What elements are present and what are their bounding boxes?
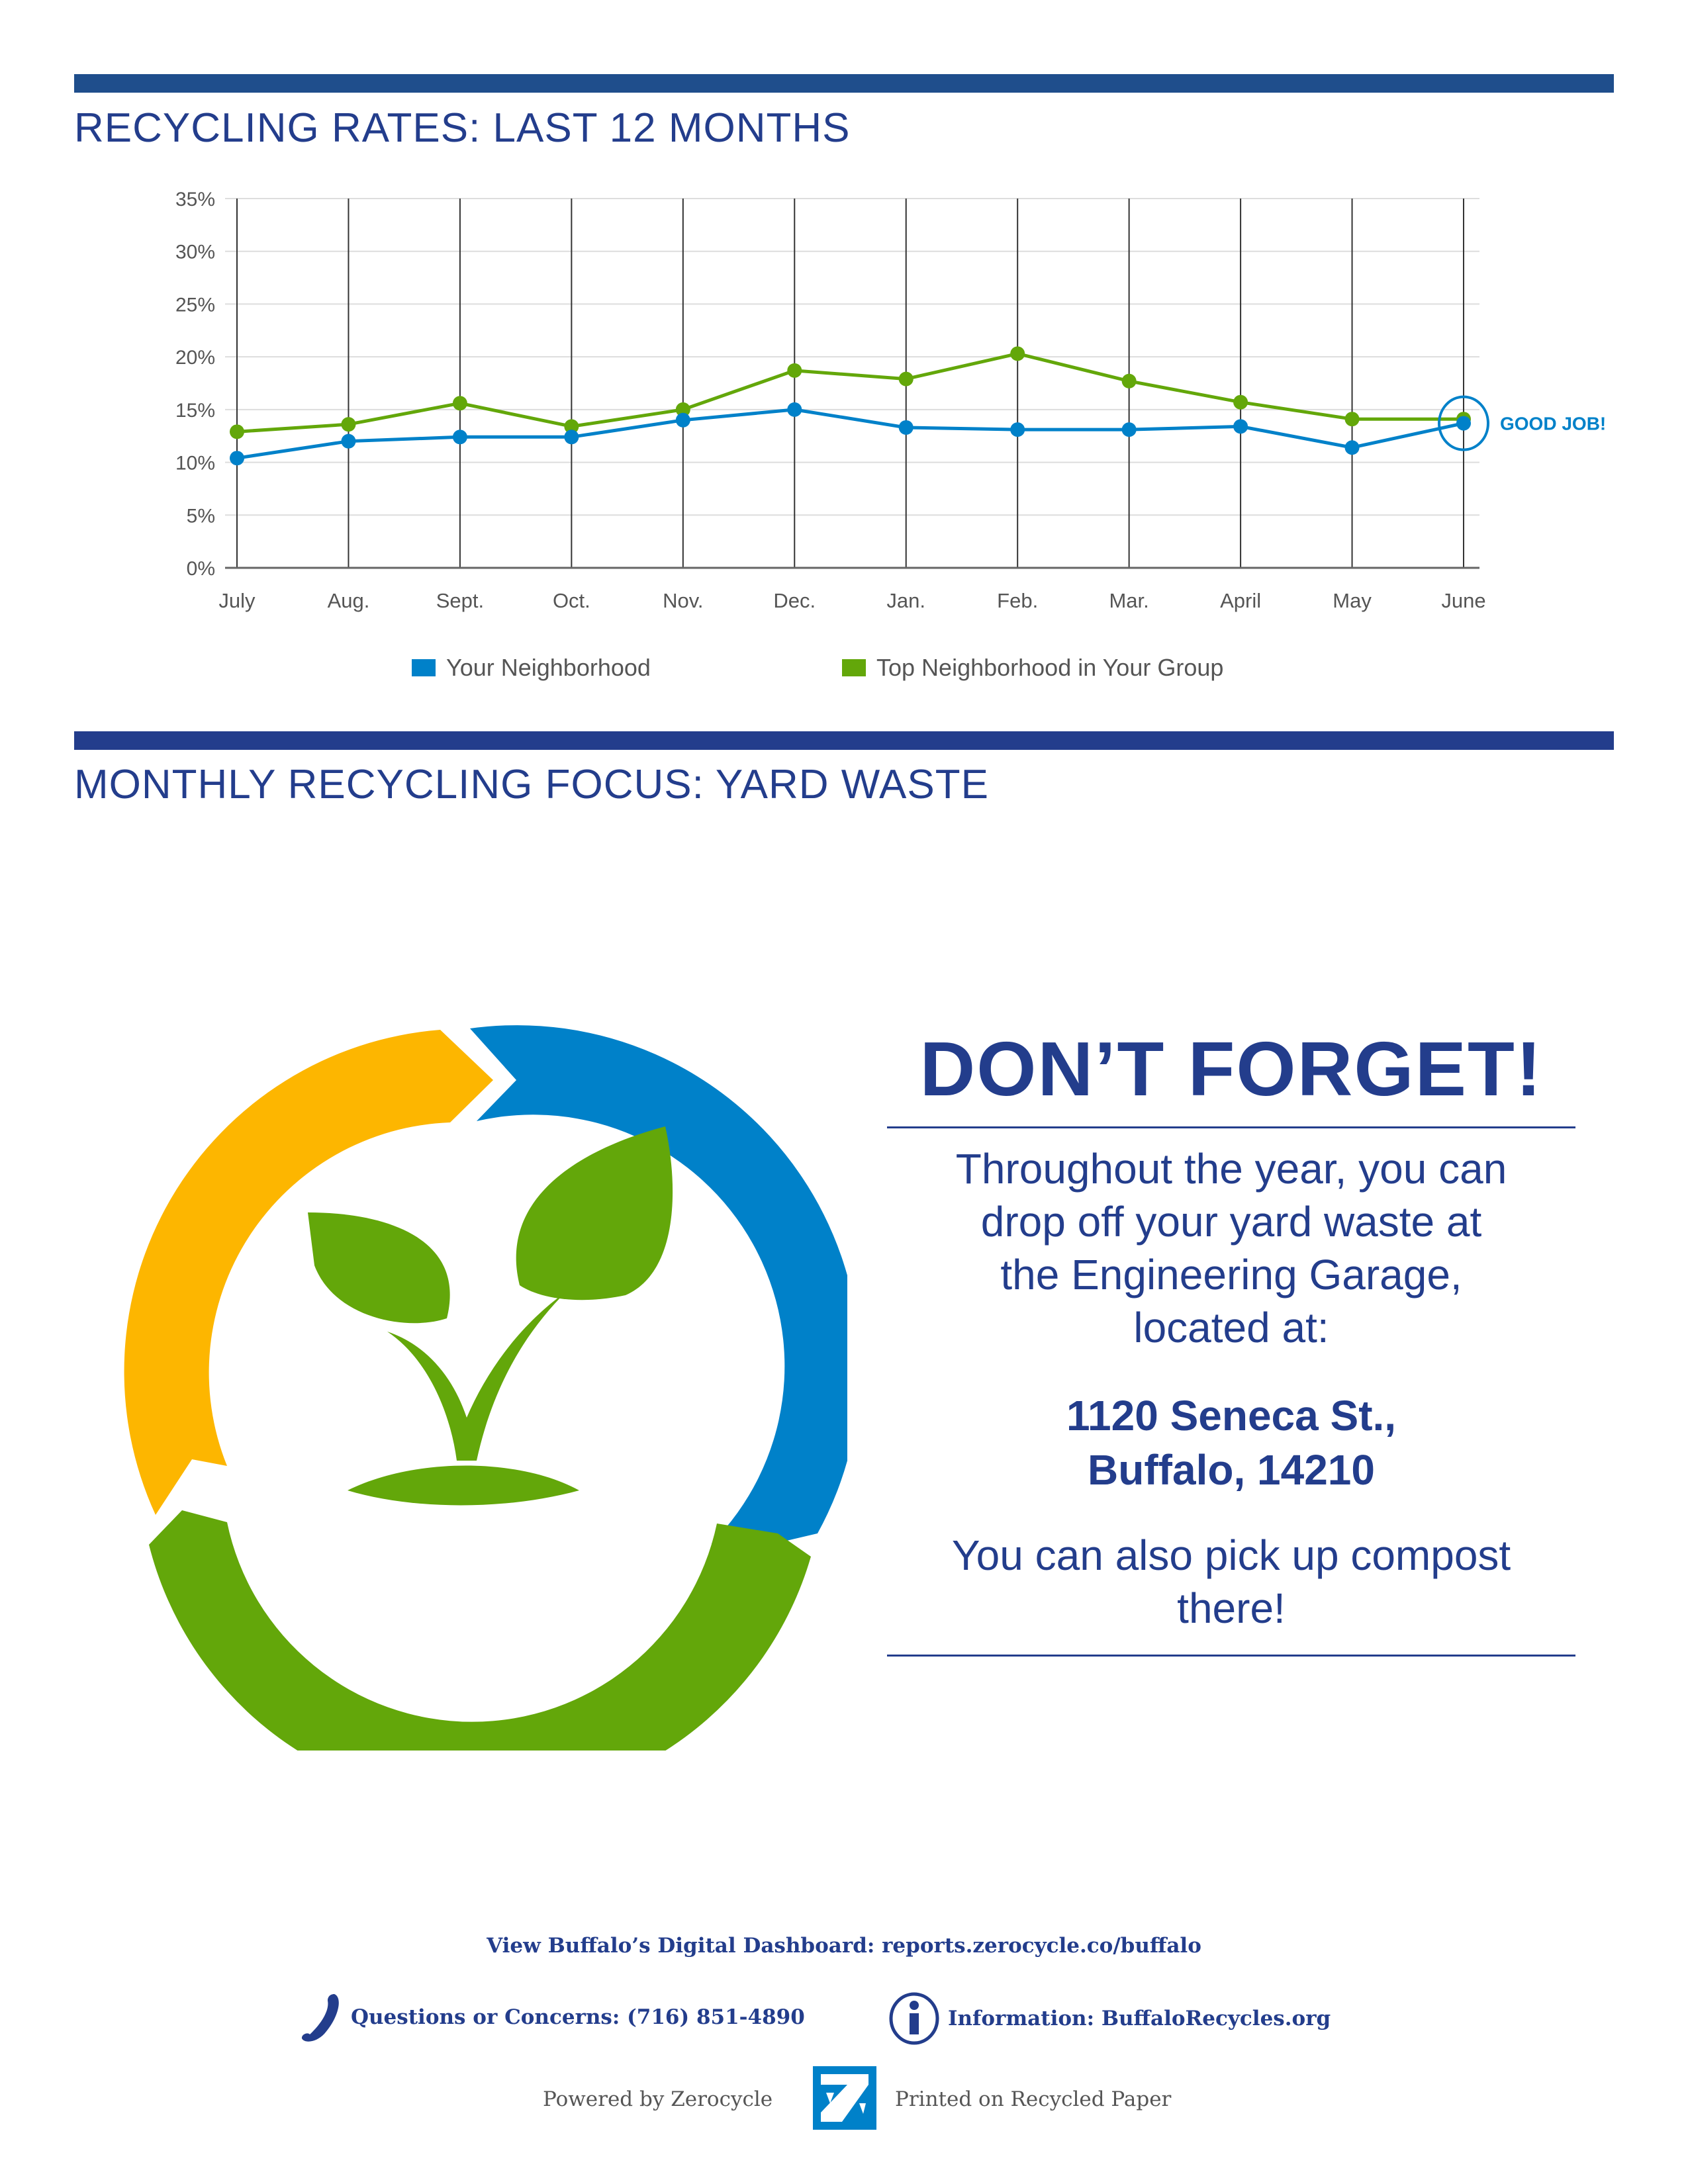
plant-left-leaf (308, 1212, 450, 1324)
info-icon (889, 1992, 939, 2045)
data-point (787, 363, 802, 378)
phone-text[interactable]: Questions or Concerns: (716) 851-4890 (351, 2005, 805, 2029)
callout-body-line: Throughout the year, you can (955, 1145, 1507, 1193)
callout-headline: DON’T FORGET! (919, 1026, 1543, 1112)
callout-address: 1120 Seneca St., Buffalo, 14210 (887, 1388, 1575, 1497)
data-point (1233, 419, 1248, 434)
section-bar-middle (74, 731, 1614, 750)
plant-soil (348, 1465, 579, 1506)
blue-arrow-segment (470, 1025, 847, 1562)
data-point (1344, 412, 1360, 427)
data-point (787, 402, 802, 417)
data-point (1344, 440, 1360, 455)
series-line (236, 351, 1464, 433)
x-tick-label: Aug. (328, 589, 370, 612)
x-tick-label: Feb. (997, 589, 1038, 612)
legend-swatch-green (842, 659, 866, 676)
callout-body: Throughout the year, you can drop off yo… (887, 1142, 1575, 1354)
legend-label: Top Neighborhood in Your Group (876, 654, 1224, 681)
data-point (564, 430, 579, 445)
legend-top-neighborhood: Top Neighborhood in Your Group (842, 654, 1223, 682)
address-line: 1120 Seneca St., (1066, 1392, 1397, 1439)
data-point (1233, 394, 1248, 410)
series-line (236, 408, 1464, 460)
phone-icon (301, 1994, 339, 2042)
callout-divider-bottom (887, 1655, 1575, 1657)
y-tick-label: 20% (175, 347, 215, 369)
legend-label: Your Neighborhood (446, 654, 651, 681)
plant-stem (387, 1292, 566, 1461)
x-tick-label: June (1441, 589, 1485, 612)
y-tick-label: 35% (175, 189, 215, 210)
legend-your-neighborhood: Your Neighborhood (412, 654, 651, 682)
data-point (1121, 422, 1137, 437)
callout-divider-top (887, 1126, 1575, 1128)
zerocycle-logo (813, 2066, 876, 2130)
y-tick-label: 10% (175, 453, 215, 475)
legend-swatch-blue (412, 659, 436, 676)
data-point (1121, 373, 1137, 388)
callout-extra-line: You can also pick up compost (951, 1531, 1511, 1579)
x-tick-label: Dec. (773, 589, 816, 612)
printed-on: Printed on Recycled Paper (895, 2087, 1172, 2111)
y-tick-label: 30% (175, 242, 215, 263)
x-tick-label: Nov. (663, 589, 703, 612)
x-tick-label: Mar. (1109, 589, 1149, 612)
data-point (230, 451, 244, 466)
address-line: Buffalo, 14210 (1088, 1446, 1375, 1494)
callout-extra-line: there! (1177, 1584, 1286, 1632)
data-point (1010, 346, 1025, 361)
info-text[interactable]: Information: BuffaloRecycles.org (948, 2007, 1331, 2030)
plant-right-leaf (516, 1126, 673, 1300)
data-point (452, 396, 467, 411)
data-point (675, 402, 690, 417)
phone-contact: Questions or Concerns: (716) 851-4890 (298, 1991, 805, 2044)
dashboard-link[interactable]: View Buffalo’s Digital Dashboard: report… (487, 1934, 1201, 1958)
y-tick-label: 5% (187, 505, 215, 527)
section-bar-top (74, 74, 1614, 93)
good-job-circle (1438, 395, 1489, 451)
x-tick-label: May (1333, 589, 1372, 612)
section-title-recycling-rates: RECYCLING RATES: LAST 12 MONTHS (74, 105, 851, 151)
callout-extra: You can also pick up compost there! (887, 1529, 1575, 1635)
data-point (1456, 416, 1471, 431)
recycle-plant-graphic (124, 1025, 847, 1751)
y-tick-label: 15% (175, 400, 215, 422)
x-tick-label: Jan. (886, 589, 925, 612)
x-tick-label: Sept. (436, 589, 484, 612)
data-point (675, 412, 690, 428)
x-tick-label: April (1220, 589, 1261, 612)
data-point (452, 430, 467, 445)
data-point (898, 420, 914, 435)
data-point (564, 419, 579, 434)
x-tick-label: Oct. (553, 589, 590, 612)
data-point (341, 433, 356, 449)
info-contact: Information: BuffaloRecycles.org (888, 1992, 1331, 2045)
green-arrow-segment (149, 1510, 811, 1751)
data-point (898, 371, 914, 387)
callout-body-line: located at: (1133, 1304, 1329, 1351)
section-title-yard-waste: MONTHLY RECYCLING FOCUS: YARD WASTE (74, 762, 989, 807)
callout-body-line: drop off your yard waste at (980, 1198, 1482, 1246)
powered-by: Powered by Zerocycle (543, 2087, 773, 2111)
orange-arrow-segment (124, 1030, 493, 1515)
data-point (341, 417, 356, 432)
recycling-rates-chart: 0% 5% 10% 15% 20% 25% 30% 35% July Aug. Sept. Oct. N… (175, 189, 1606, 612)
callout-body-line: the Engineering Garage, (1000, 1251, 1462, 1298)
data-point (230, 424, 244, 439)
good-job-annotation: GOOD JOB! (1500, 414, 1606, 434)
y-tick-label: 25% (175, 294, 215, 316)
data-point (1010, 422, 1025, 437)
x-tick-label: July (218, 589, 256, 612)
y-tick-label: 0% (187, 558, 215, 580)
